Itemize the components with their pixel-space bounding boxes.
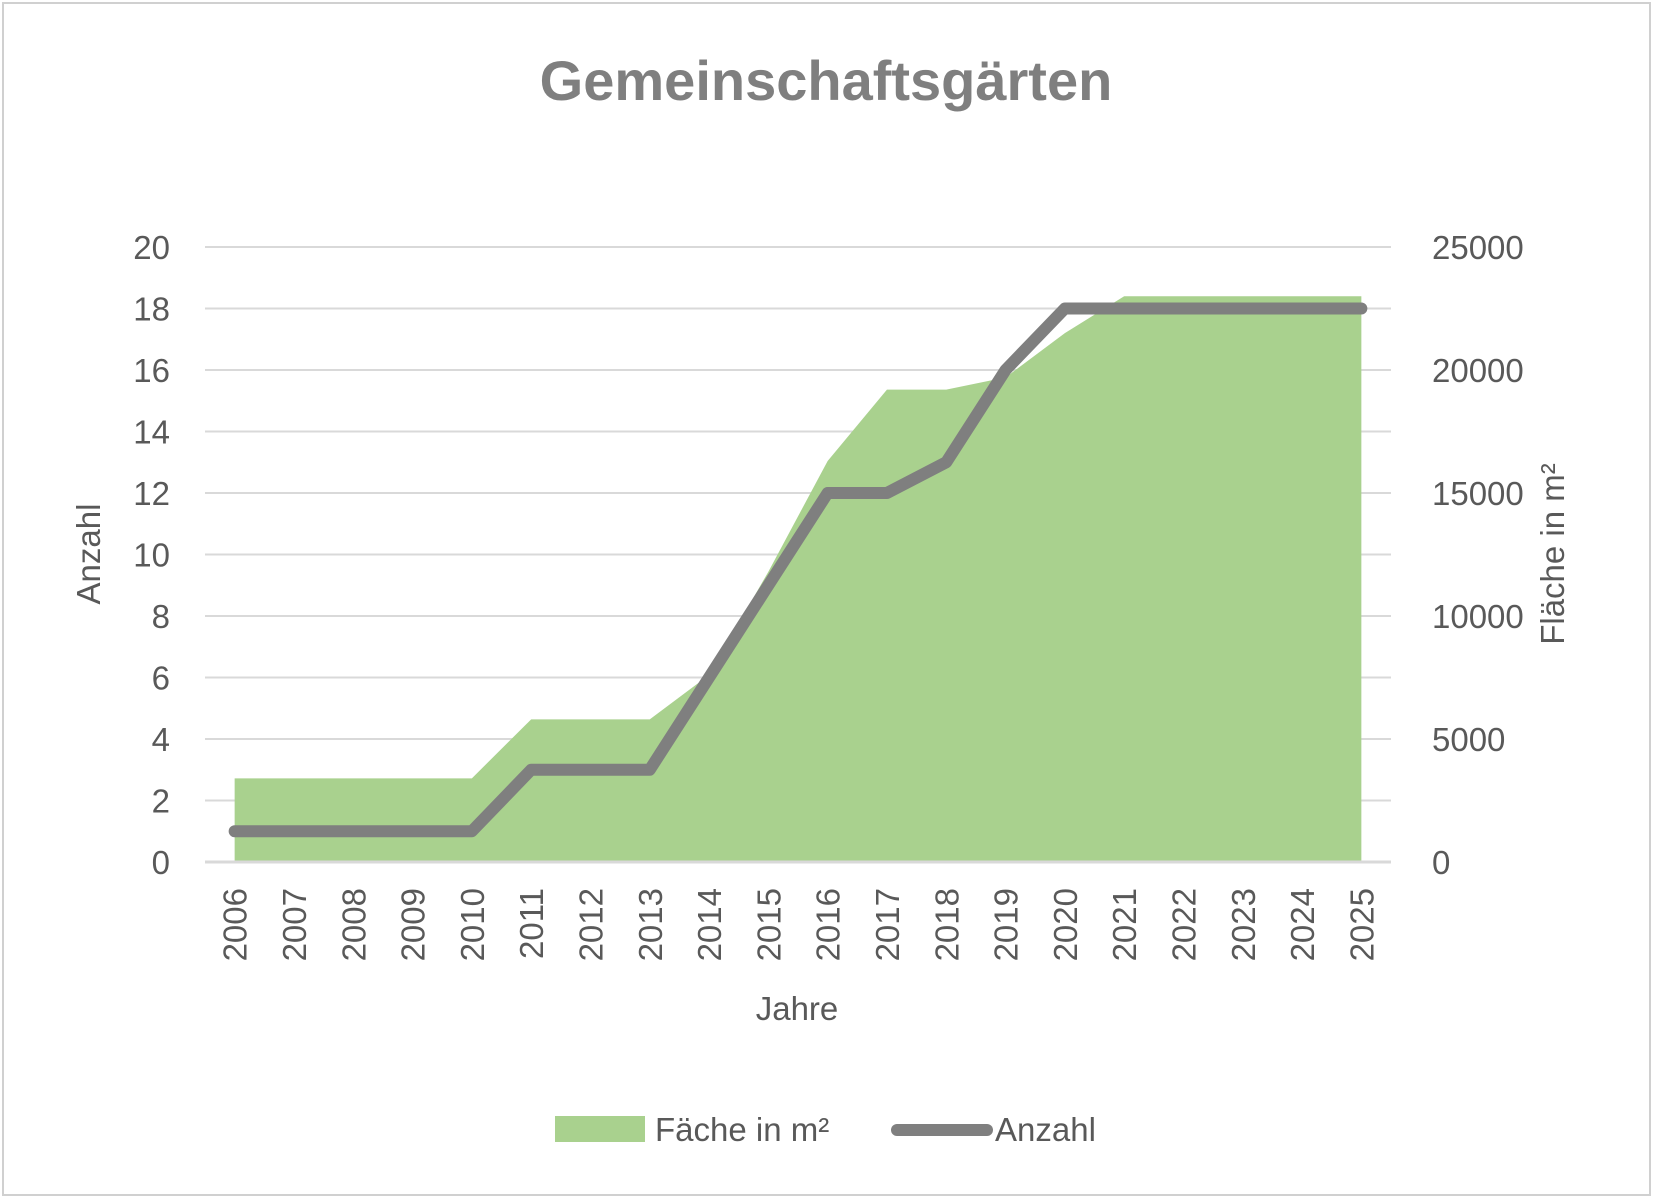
x-tick-label: 2008 — [335, 888, 372, 961]
x-tick-label: 2020 — [1047, 888, 1084, 961]
y-tick-label-left: 16 — [133, 352, 170, 389]
axes: 0 2 4 6 8 10 12 14 16 18 20 0 5000 10000 15000 20000 250… — [133, 229, 1523, 961]
y-tick-label-left: 12 — [133, 475, 170, 512]
x-tick-label: 2013 — [632, 888, 669, 961]
x-axis-title: Jahre — [756, 990, 839, 1027]
x-tick-label: 2019 — [988, 888, 1025, 961]
y-tick-label-right: 15000 — [1432, 475, 1524, 512]
x-tick-label: 2023 — [1225, 888, 1262, 961]
y-tick-label-left: 20 — [133, 229, 170, 266]
chart-canvas: Gemeinschaftsgärten 0 2 4 6 8 10 12 14 16 18 20 0 50… — [70, 49, 1571, 1148]
y-tick-label-left: 0 — [152, 844, 170, 881]
y-tick-label-right: 20000 — [1432, 352, 1524, 389]
y-tick-label-left: 10 — [133, 537, 170, 574]
legend-label-line: Anzahl — [995, 1111, 1096, 1148]
y-tick-label-left: 18 — [133, 291, 170, 328]
x-tick-label: 2014 — [691, 888, 728, 961]
area-series-layer — [234, 296, 1362, 862]
x-tick-label: 2025 — [1343, 888, 1380, 961]
line-series-anzahl — [228, 302, 1368, 838]
x-tick-label: 2016 — [810, 888, 847, 961]
x-tick-label: 2022 — [1165, 888, 1202, 961]
y-tick-label-right: 5000 — [1432, 721, 1505, 758]
y-tick-label-right: 25000 — [1432, 229, 1524, 266]
y-tick-label-left: 4 — [152, 721, 170, 758]
y-axis-title-right: Fläche in m² — [1534, 463, 1571, 645]
x-tick-label: 2024 — [1284, 888, 1321, 961]
y-tick-label-left: 6 — [152, 660, 170, 697]
x-tick-label: 2015 — [750, 888, 787, 961]
x-tick-label: 2007 — [276, 888, 313, 961]
y-axis-title-left: Anzahl — [70, 504, 107, 605]
x-tick-label: 2018 — [928, 888, 965, 961]
y-tick-label-right: 10000 — [1432, 598, 1524, 635]
y-tick-label-left: 8 — [152, 598, 170, 635]
chart-title: Gemeinschaftsgärten — [540, 49, 1113, 112]
area-series-flaeche — [234, 296, 1362, 862]
legend-swatch-area — [555, 1116, 645, 1142]
x-tick-label: 2010 — [454, 888, 491, 961]
y-tick-label-left: 14 — [133, 414, 170, 451]
x-tick-label: 2011 — [513, 888, 550, 959]
x-tick-label: 2006 — [217, 888, 254, 961]
x-tick-label: 2009 — [395, 888, 432, 961]
x-tick-label: 2012 — [572, 888, 609, 961]
line-series-layer — [228, 302, 1368, 838]
y-tick-label-right: 0 — [1432, 844, 1450, 881]
legend: Fäche in m² Anzahl — [555, 1111, 1096, 1148]
y-tick-label-left: 2 — [152, 783, 170, 820]
x-tick-label: 2021 — [1106, 888, 1143, 961]
x-tick-label: 2017 — [869, 888, 906, 961]
legend-label-area: Fäche in m² — [655, 1111, 829, 1148]
